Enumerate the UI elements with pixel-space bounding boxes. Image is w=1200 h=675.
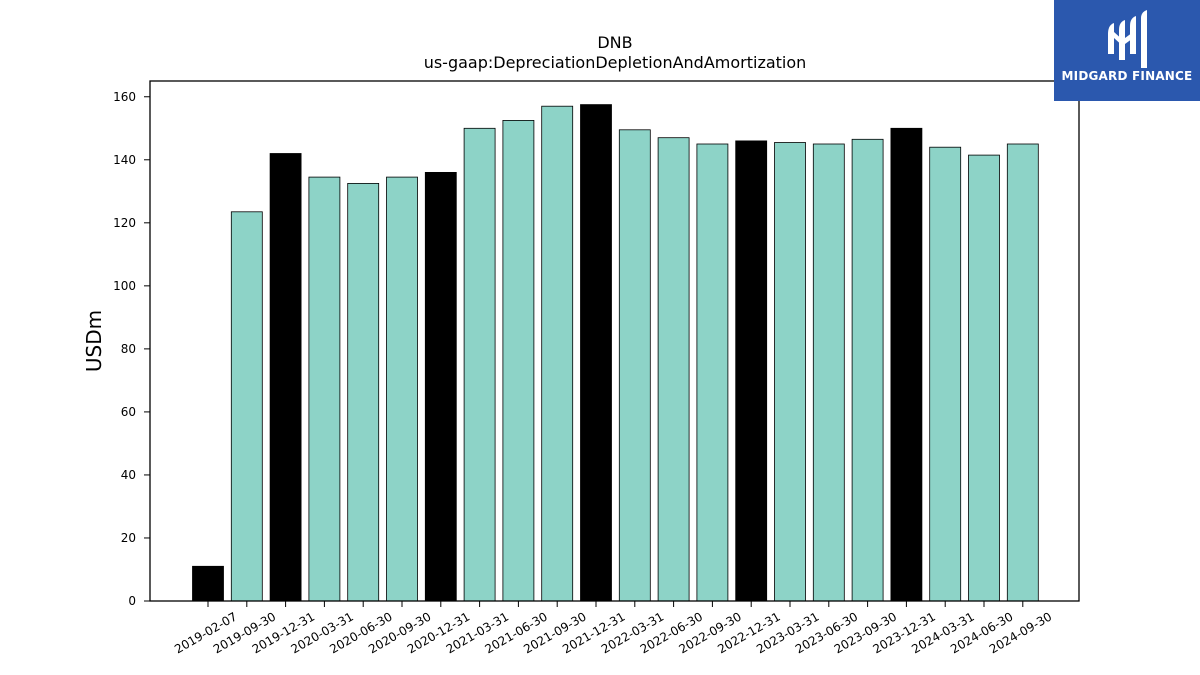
bar-2020-03-31 xyxy=(308,176,341,602)
bar-2020-06-30 xyxy=(347,182,380,602)
bar-2024-06-30 xyxy=(968,154,1000,602)
bar-2021-12-31 xyxy=(580,104,612,602)
bar-2021-06-30 xyxy=(502,120,535,602)
bar-2021-03-31 xyxy=(463,127,496,602)
y-tick-label: 40 xyxy=(121,468,136,482)
bar-2023-12-31 xyxy=(890,127,923,602)
chart-subtitle: us-gaap:DepreciationDepletionAndAmortiza… xyxy=(424,53,807,72)
bar-2022-06-30 xyxy=(657,137,690,602)
bar-2023-03-31 xyxy=(774,142,806,602)
midgard-m-icon xyxy=(1108,10,1147,68)
bar-2022-12-31 xyxy=(735,140,768,602)
y-tick-label: 100 xyxy=(113,279,136,293)
bar-2019-12-31 xyxy=(269,153,302,602)
y-tick-label: 160 xyxy=(113,90,136,104)
bar-2020-09-30 xyxy=(386,176,418,602)
bar-2023-06-30 xyxy=(812,143,845,602)
bar-2022-03-31 xyxy=(618,129,651,602)
plot-frame xyxy=(149,80,1080,602)
y-tick-label: 60 xyxy=(121,405,136,419)
bars-group xyxy=(192,104,1039,602)
y-tick-label: 20 xyxy=(121,531,136,545)
y-ticks-group: 0 20 40 60 80 100 120 140 160 xyxy=(113,90,150,608)
bar-2024-09-30 xyxy=(1006,143,1039,602)
bar-2024-03-31 xyxy=(929,146,962,602)
y-tick-label: 120 xyxy=(113,216,136,230)
y-tick-label: 0 xyxy=(128,594,136,608)
midgard-finance-logo: MIDGARD FINANCE xyxy=(1054,0,1200,101)
bar-2023-09-30 xyxy=(851,138,884,602)
bar-2020-12-31 xyxy=(424,171,457,602)
chart-title: DNB xyxy=(597,33,632,52)
logo-text: MIDGARD FINANCE xyxy=(1061,69,1193,83)
bar-2021-09-30 xyxy=(541,105,574,602)
x-ticks-group: 2019-02-072019-09-302019-12-312020-03-31… xyxy=(172,601,1054,656)
bar-2022-09-30 xyxy=(696,143,729,602)
y-axis-label: USDm xyxy=(82,310,106,372)
bar-2019-09-30 xyxy=(230,211,263,602)
y-tick-label: 80 xyxy=(121,342,136,356)
y-tick-label: 140 xyxy=(113,153,136,167)
bar-2019-02-07 xyxy=(192,565,224,602)
